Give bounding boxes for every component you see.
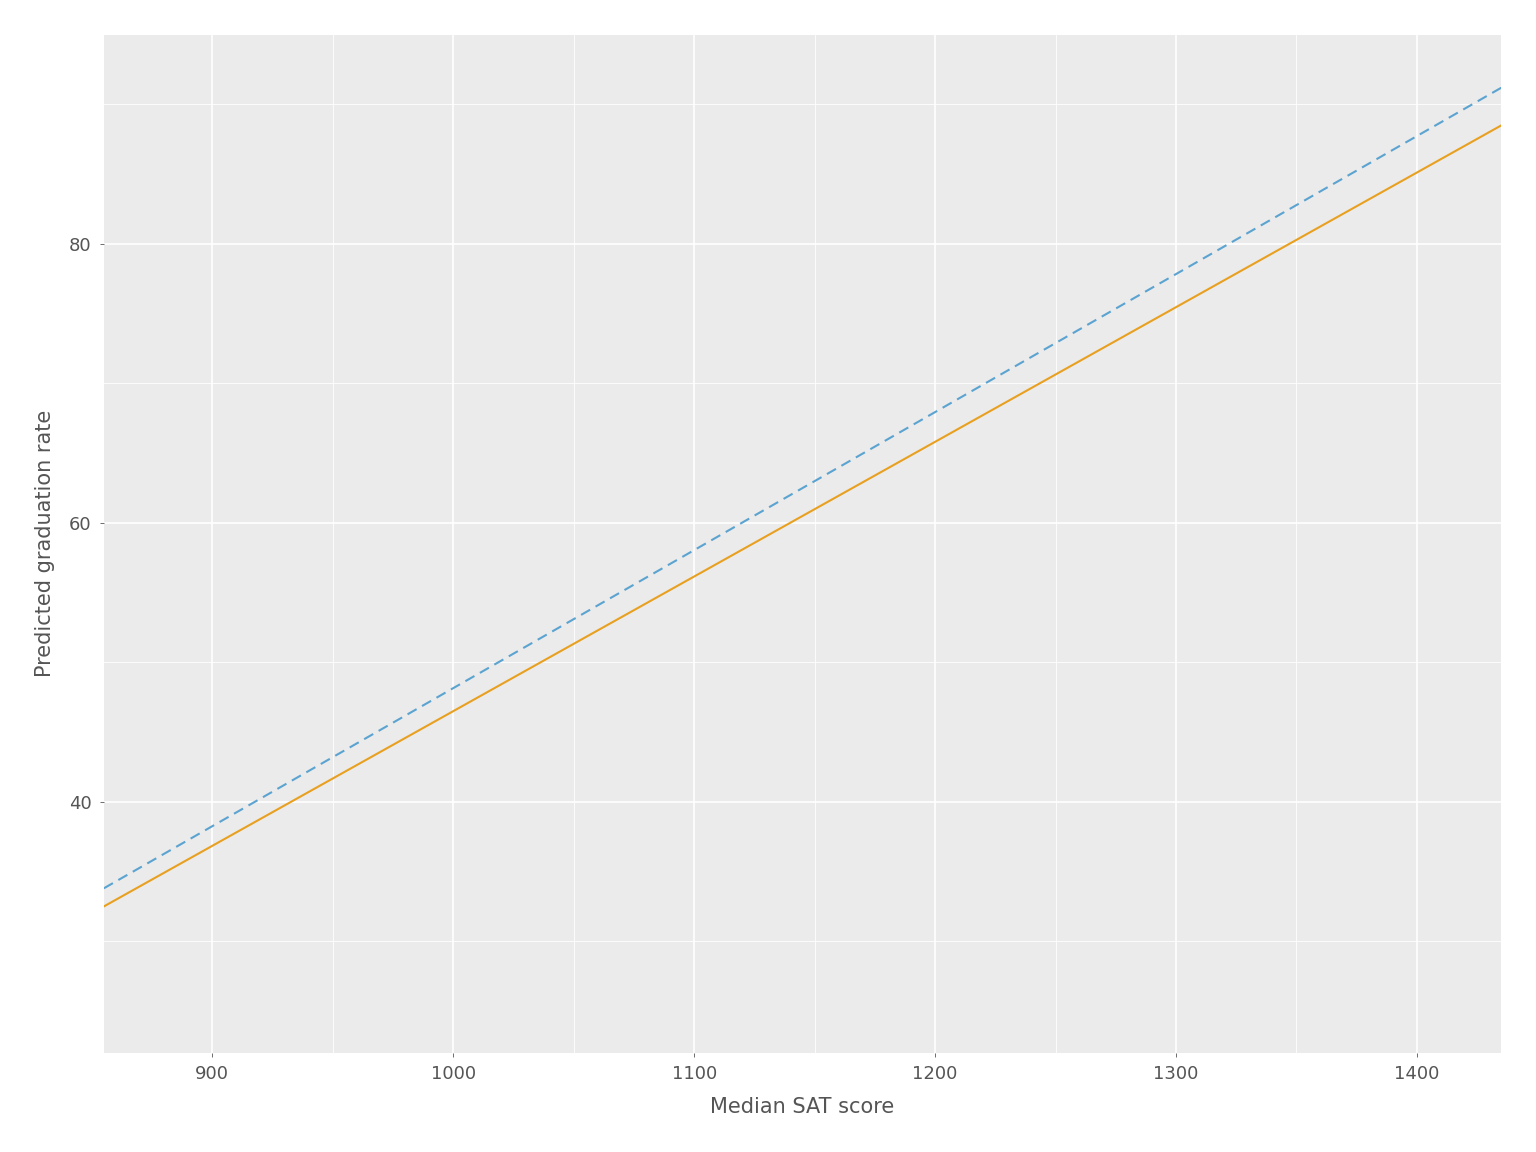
- Y-axis label: Predicted graduation rate: Predicted graduation rate: [35, 410, 55, 677]
- X-axis label: Median SAT score: Median SAT score: [711, 1097, 894, 1117]
